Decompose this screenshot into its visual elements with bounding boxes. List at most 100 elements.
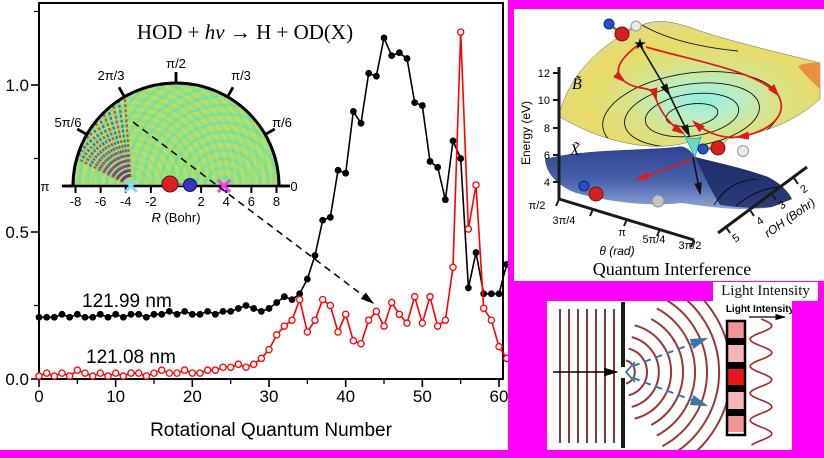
lower-state-label: X̃ — [569, 141, 581, 159]
data-point — [479, 304, 488, 313]
data-point — [204, 307, 212, 315]
inset-angle-tick — [76, 127, 88, 136]
roh-tick-label: 2 — [798, 183, 810, 196]
inset-r-tick-label: 4 — [223, 194, 230, 209]
fringe-segment — [728, 392, 744, 409]
inset-angle-label: 2π/3 — [97, 68, 124, 83]
red-trajectories — [613, 44, 783, 180]
data-point — [364, 316, 373, 324]
data-point — [142, 313, 150, 321]
x-tick-label: 20 — [183, 387, 202, 406]
fringe-segment — [728, 369, 744, 385]
inset-r-tick-label: -8 — [70, 194, 82, 209]
data-point — [242, 302, 250, 309]
data-point — [173, 310, 181, 318]
data-point — [180, 366, 189, 374]
y-axis-ticks: 0.0 0.5 1.0 — [5, 10, 39, 389]
roh-tick-label: 3 — [776, 199, 788, 212]
data-point — [134, 369, 143, 377]
inset-angle-tick — [226, 86, 235, 98]
deuterium-atom-icon — [183, 178, 197, 192]
barrier-upper — [621, 302, 625, 367]
x-axis-label: Rotational Quantum Number — [150, 420, 393, 441]
lower-surface-contour — [713, 178, 757, 206]
data-point — [196, 369, 204, 377]
lower-state-surface — [545, 146, 792, 210]
data-point — [295, 295, 304, 304]
theta-tick — [623, 218, 628, 227]
inset-angle-label: 0 — [290, 179, 297, 194]
inset-angle-label: π/6 — [272, 115, 292, 130]
inset-angle-label: π/2 — [166, 56, 186, 71]
data-point — [203, 366, 212, 374]
data-point — [81, 313, 89, 321]
data-point — [288, 316, 296, 324]
data-point — [311, 252, 319, 259]
data-point — [411, 99, 419, 107]
data-point — [380, 322, 388, 330]
intensity-profile-curve — [749, 318, 773, 446]
data-point — [188, 310, 196, 318]
data-point — [104, 313, 112, 321]
data-point — [318, 295, 327, 304]
fringe-bar-border — [725, 319, 747, 437]
wave-svg: Light Intensity — [553, 301, 792, 450]
data-point — [104, 372, 112, 380]
o-atom-icon — [614, 26, 630, 42]
data-point — [349, 337, 358, 345]
inset-angle-label: π — [41, 179, 50, 194]
molecule-od-bottomleft — [578, 180, 604, 202]
data-point — [50, 313, 58, 321]
circular-wavefront — [634, 324, 673, 420]
molecule-od-plus-h-right — [697, 140, 749, 157]
data-point — [403, 55, 411, 62]
upper-state-surface — [559, 21, 821, 160]
roh-tick — [793, 177, 799, 185]
data-point — [372, 307, 381, 316]
energy-tick-label: 10 — [538, 95, 550, 107]
data-point — [234, 360, 243, 369]
circular-wavefront — [661, 301, 709, 448]
data-point — [111, 369, 120, 377]
theta-tick-label: 3π/4 — [553, 215, 576, 227]
figure-title: HOD + hν → H + OD(X) — [137, 20, 353, 44]
fringe-segment — [728, 322, 744, 338]
data-point — [487, 316, 496, 324]
data-point — [341, 310, 350, 319]
roh-tick — [725, 226, 731, 234]
data-point — [96, 310, 104, 318]
data-point — [88, 372, 97, 380]
data-series — [35, 28, 508, 380]
data-point — [265, 345, 273, 354]
main-plot-svg: 0 10 20 30 40 50 60 0.00.51.0 HOD + hν → H + O… — [5, 2, 508, 441]
inset-angle-label: 5π/6 — [54, 115, 81, 130]
data-point — [472, 249, 480, 256]
data-point — [495, 342, 503, 351]
data-point — [65, 372, 74, 380]
data-point — [50, 372, 59, 380]
theta-tick-label: π/2 — [529, 200, 546, 212]
data-point — [42, 369, 51, 377]
data-point — [150, 310, 158, 318]
data-point — [457, 155, 465, 162]
data-point — [157, 366, 166, 374]
data-point — [196, 310, 204, 318]
data-point — [211, 310, 219, 318]
h-atom-free-icon — [651, 194, 665, 208]
data-point — [272, 331, 281, 339]
data-point — [380, 34, 388, 42]
data-point — [173, 369, 181, 377]
data-point — [387, 298, 396, 307]
inner-light-intensity-label: Light Intensity — [726, 304, 792, 315]
x-tick-label: 0 — [34, 387, 43, 406]
x-tick-label: 50 — [413, 387, 432, 406]
data-point — [357, 339, 365, 348]
h-atom-icon — [737, 145, 749, 157]
x-tick-label: 10 — [106, 387, 125, 406]
data-point — [433, 322, 442, 330]
inset-angle-tick — [264, 127, 276, 136]
annotation-dashed-arrow — [132, 121, 375, 304]
legend-black-label: 121.99 nm — [82, 291, 172, 312]
theta-tick — [555, 198, 560, 207]
data-point — [349, 108, 357, 115]
